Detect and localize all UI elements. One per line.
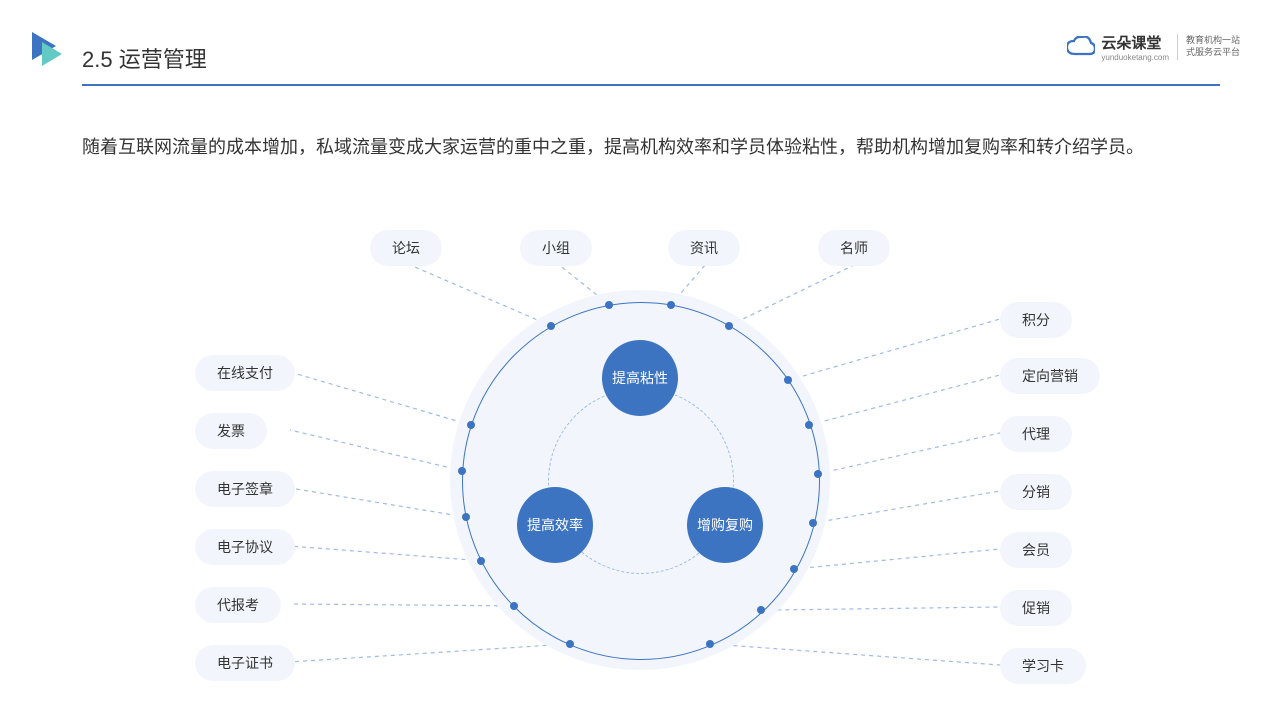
- feature-pill-label: 在线支付: [217, 365, 273, 381]
- core-node-label: 增购复购: [697, 515, 753, 535]
- perimeter-dot: [458, 467, 466, 475]
- feature-pill: 积分: [1000, 302, 1072, 338]
- feature-pill: 定向营销: [1000, 358, 1100, 394]
- feature-pill-label: 代理: [1022, 426, 1050, 442]
- feature-pill-label: 名师: [840, 240, 868, 256]
- feature-pill: 论坛: [370, 230, 442, 266]
- logo-tagline-line2: 式服务云平台: [1186, 47, 1240, 59]
- core-node: 增购复购: [687, 487, 763, 563]
- section-title: 2.5 运营管理: [82, 47, 207, 72]
- feature-pill-label: 发票: [217, 423, 245, 439]
- logo-brand: 云朵课堂: [1101, 32, 1169, 53]
- core-node-label: 提高粘性: [612, 368, 668, 388]
- corner-play-icon: [32, 32, 66, 71]
- feature-pill-label: 促销: [1022, 600, 1050, 616]
- logo-domain: yunduoketang.com: [1101, 53, 1169, 62]
- core-node-label: 提高效率: [527, 515, 583, 535]
- perimeter-dot: [510, 602, 518, 610]
- perimeter-dot: [725, 322, 733, 330]
- slide-header: 2.5 运营管理: [82, 42, 1220, 86]
- feature-pill: 资讯: [668, 230, 740, 266]
- feature-pill-label: 电子签章: [217, 481, 273, 497]
- feature-pill-label: 学习卡: [1022, 658, 1064, 674]
- perimeter-dot: [814, 470, 822, 478]
- feature-pill: 代报考: [195, 587, 281, 623]
- intro-paragraph: 随着互联网流量的成本增加，私域流量变成大家运营的重中之重，提高机构效率和学员体验…: [82, 130, 1220, 164]
- logo-divider: [1177, 34, 1178, 60]
- feature-pill: 电子证书: [195, 645, 295, 681]
- feature-pill-label: 资讯: [690, 240, 718, 256]
- feature-pill: 会员: [1000, 532, 1072, 568]
- feature-pill: 学习卡: [1000, 648, 1086, 684]
- feature-pill-label: 论坛: [392, 240, 420, 256]
- feature-pill-label: 电子协议: [217, 539, 273, 555]
- logo-tagline-line1: 教育机构一站: [1186, 35, 1240, 47]
- feature-pill-label: 小组: [542, 240, 570, 256]
- perimeter-dot: [547, 322, 555, 330]
- feature-pill-label: 定向营销: [1022, 368, 1078, 384]
- feature-pill: 小组: [520, 230, 592, 266]
- feature-pill: 名师: [818, 230, 890, 266]
- feature-pill-label: 会员: [1022, 542, 1050, 558]
- feature-pill-label: 电子证书: [217, 655, 273, 671]
- feature-pill: 分销: [1000, 474, 1072, 510]
- feature-pill-label: 积分: [1022, 312, 1050, 328]
- title-underline: [82, 84, 1220, 86]
- perimeter-dot: [706, 640, 714, 648]
- feature-pill: 发票: [195, 413, 267, 449]
- section-number: 2.5: [82, 47, 113, 72]
- feature-pill: 在线支付: [195, 355, 295, 391]
- section-title-text: 运营管理: [119, 47, 207, 72]
- core-node: 提高粘性: [602, 340, 678, 416]
- logo-tagline: 教育机构一站 式服务云平台: [1186, 35, 1240, 58]
- feature-pill-label: 代报考: [217, 597, 259, 613]
- perimeter-dot: [467, 421, 475, 429]
- cloud-icon: [1067, 36, 1095, 58]
- perimeter-dot: [605, 301, 613, 309]
- feature-pill: 电子签章: [195, 471, 295, 507]
- feature-pill: 代理: [1000, 416, 1072, 452]
- feature-pill: 电子协议: [195, 529, 295, 565]
- perimeter-dot: [667, 301, 675, 309]
- feature-pill-label: 分销: [1022, 484, 1050, 500]
- core-node: 提高效率: [517, 487, 593, 563]
- operations-diagram: 提高粘性提高效率 增购复购 论坛 小组 资讯 名师积分定向营销代理分销会员促销学习卡 在线支…: [0, 200, 1280, 720]
- feature-pill: 促销: [1000, 590, 1072, 626]
- perimeter-dot: [462, 513, 470, 521]
- perimeter-dot: [809, 519, 817, 527]
- logo-area: 云朵课堂 yunduoketang.com 教育机构一站 式服务云平台: [1067, 32, 1240, 62]
